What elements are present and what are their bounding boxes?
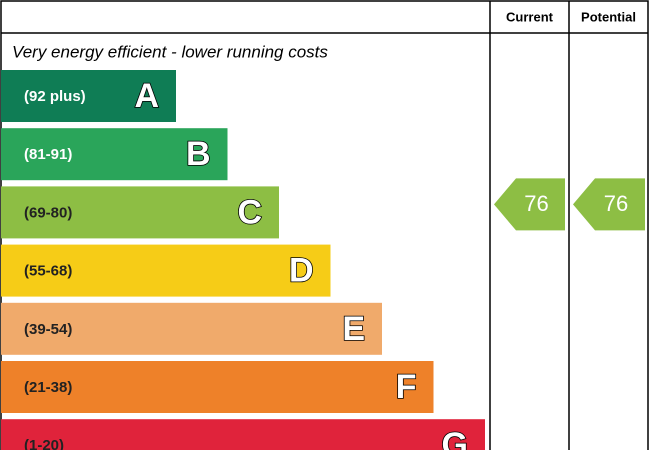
band-letter: G — [442, 426, 468, 450]
band-bar — [1, 128, 228, 181]
band-letter: A — [134, 77, 159, 115]
potential-header: Potential — [581, 9, 636, 24]
current-header: Current — [506, 9, 554, 24]
potential-value: 76 — [604, 191, 628, 216]
band-letter: F — [396, 368, 417, 406]
current-arrow — [494, 178, 565, 231]
band-range: (39-54) — [24, 321, 72, 338]
band-bar — [1, 361, 434, 413]
band-range: (21-38) — [24, 379, 72, 396]
band-range: (1-20) — [24, 437, 64, 450]
band-range: (81-91) — [24, 146, 72, 163]
top-note: Very energy efficient - lower running co… — [12, 42, 328, 61]
band-bar — [1, 419, 485, 450]
potential-arrow — [573, 178, 645, 231]
band-range: (92 plus) — [24, 88, 86, 105]
band-range: (69-80) — [24, 204, 72, 221]
band-bar — [1, 302, 382, 355]
band-range: (55-68) — [24, 263, 72, 280]
band-bar — [1, 186, 279, 239]
band-letter: D — [289, 252, 314, 290]
band-bar — [1, 70, 176, 122]
band-letter: B — [186, 135, 211, 173]
current-value: 76 — [524, 191, 548, 216]
band-letter: C — [237, 193, 262, 231]
band-bar — [1, 244, 331, 297]
band-letter: E — [342, 310, 365, 348]
